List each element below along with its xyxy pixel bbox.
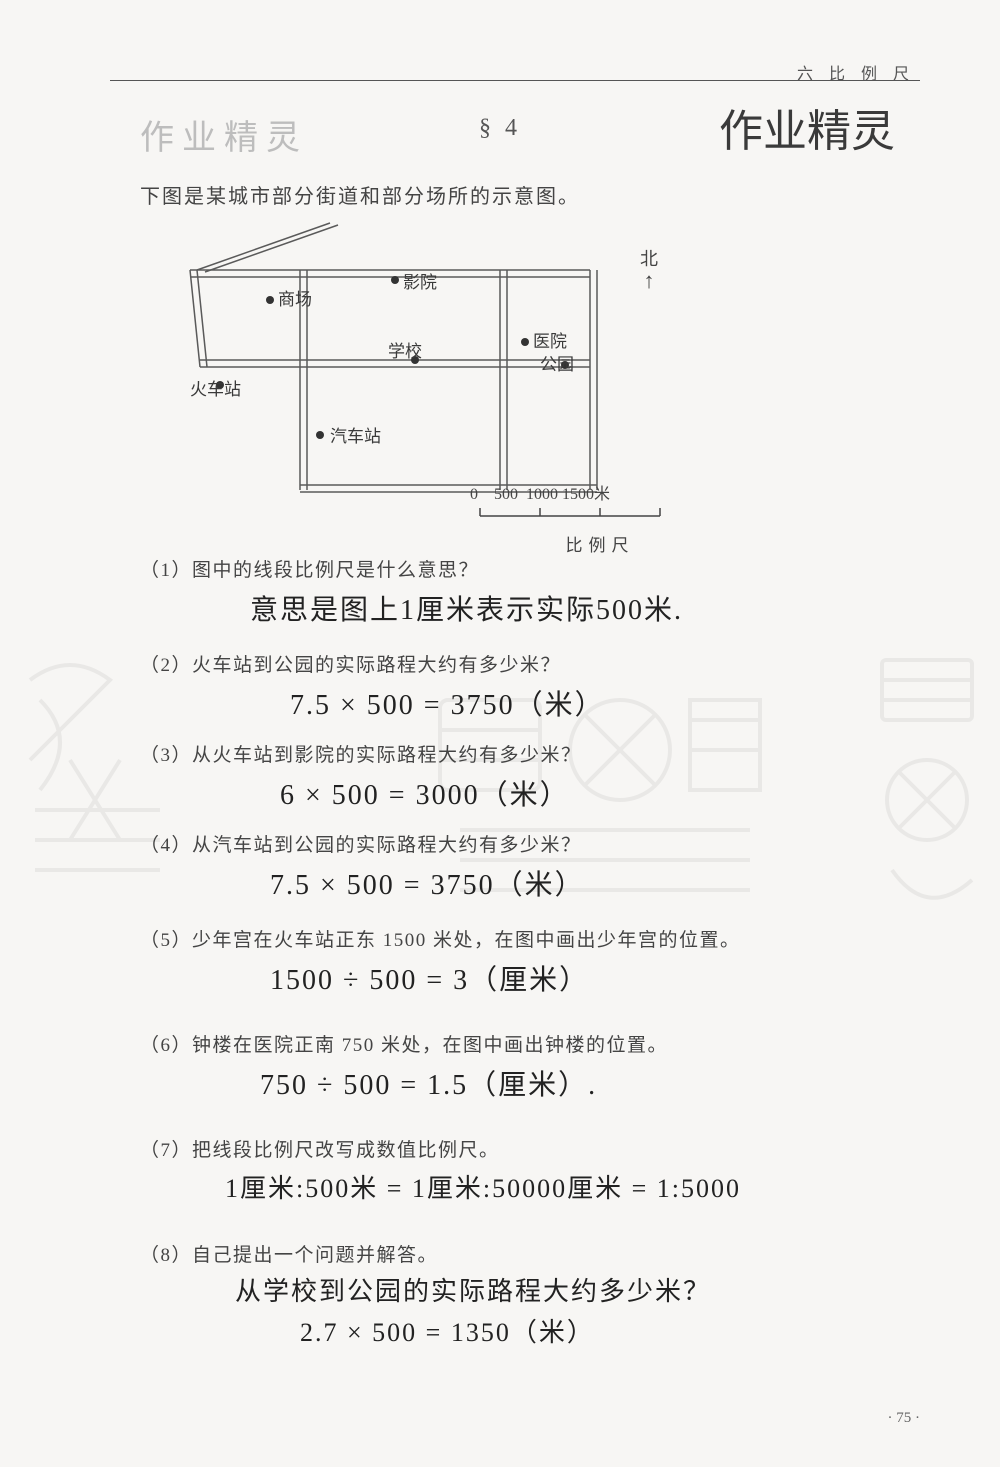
q4-answer: 7.5 × 500 = 3750（米） — [270, 863, 920, 903]
section-number: § 4 — [479, 115, 521, 142]
header-rule — [110, 80, 920, 81]
scale-numbers: 0 500 1000 1500米 — [470, 480, 725, 504]
label-train: 火车站 — [190, 380, 241, 399]
north-arrow-icon: ↑ — [640, 271, 658, 291]
label-bus: 汽车站 — [330, 427, 381, 446]
q8-text: （8）自己提出一个问题并解答。 — [140, 1240, 920, 1267]
q1-text: （1）图中的线段比例尺是什么意思？ — [140, 555, 920, 582]
q5-answer: 1500 ÷ 500 = 3（厘米） — [270, 958, 920, 998]
q3-answer: 6 × 500 = 3000（米） — [280, 773, 920, 813]
q6-text: （6）钟楼在医院正南 750 米处，在图中画出钟楼的位置。 — [140, 1030, 920, 1057]
page: 六 比 例 尺 作业精灵 § 4 作业精灵 下图是某城市部分街道和部分场所的示意… — [0, 0, 1000, 1467]
q8-answer-line1: 从学校到公园的实际路程大约多少米？ — [235, 1271, 920, 1308]
north-indicator: 北 ↑ — [640, 245, 658, 291]
q5-text: （5）少年宫在火车站正东 1500 米处，在图中画出少年宫的位置。 — [140, 925, 920, 952]
question-2: （2）火车站到公园的实际路程大约有多少米？ 7.5 × 500 = 3750（米… — [140, 650, 920, 723]
label-school: 学校 — [388, 342, 422, 361]
question-6: （6）钟楼在医院正南 750 米处，在图中画出钟楼的位置。 750 ÷ 500 … — [140, 1030, 920, 1103]
scale-bar: 0 500 1000 1500米 比例尺 — [475, 480, 725, 556]
q1-answer: 意思是图上1厘米表示实际500米. — [250, 588, 920, 628]
label-park: 公园 — [540, 355, 574, 374]
label-mall: 商场 — [278, 290, 312, 309]
intro-text: 下图是某城市部分街道和部分场所的示意图。 — [140, 180, 580, 209]
page-number: · 75 · — [888, 1410, 921, 1427]
question-8: （8）自己提出一个问题并解答。 从学校到公园的实际路程大约多少米？ 2.7 × … — [140, 1240, 920, 1349]
watermark-left: 作业精灵 — [140, 110, 308, 159]
q8-answer-line2: 2.7 × 500 = 1350（米） — [300, 1312, 920, 1349]
scale-caption: 比例尺 — [475, 531, 725, 556]
question-3: （3）从火车站到影院的实际路程大约有多少米？ 6 × 500 = 3000（米） — [140, 740, 920, 813]
q2-answer: 7.5 × 500 = 3750（米） — [290, 683, 920, 723]
watermark-right: 作业精灵 — [719, 95, 895, 159]
question-7: （7）把线段比例尺改写成数值比例尺。 1厘米:500米 = 1厘米:50000厘… — [140, 1135, 920, 1205]
question-4: （4）从汽车站到公园的实际路程大约有多少米？ 7.5 × 500 = 3750（… — [140, 830, 920, 903]
q4-text: （4）从汽车站到公园的实际路程大约有多少米？ — [140, 830, 920, 857]
q3-text: （3）从火车站到影院的实际路程大约有多少米？ — [140, 740, 920, 767]
label-cinema: 影院 — [403, 273, 437, 292]
q6-answer: 750 ÷ 500 = 1.5（厘米）. — [260, 1063, 920, 1103]
q2-text: （2）火车站到公园的实际路程大约有多少米？ — [140, 650, 920, 677]
label-hospital: 医院 — [533, 332, 567, 351]
question-1: （1）图中的线段比例尺是什么意思？ 意思是图上1厘米表示实际500米. — [140, 555, 920, 628]
question-5: （5）少年宫在火车站正东 1500 米处，在图中画出少年宫的位置。 1500 ÷… — [140, 925, 920, 998]
q7-text: （7）把线段比例尺改写成数值比例尺。 — [140, 1135, 920, 1162]
q7-answer: 1厘米:500米 = 1厘米:50000厘米 = 1:5000 — [225, 1168, 920, 1205]
